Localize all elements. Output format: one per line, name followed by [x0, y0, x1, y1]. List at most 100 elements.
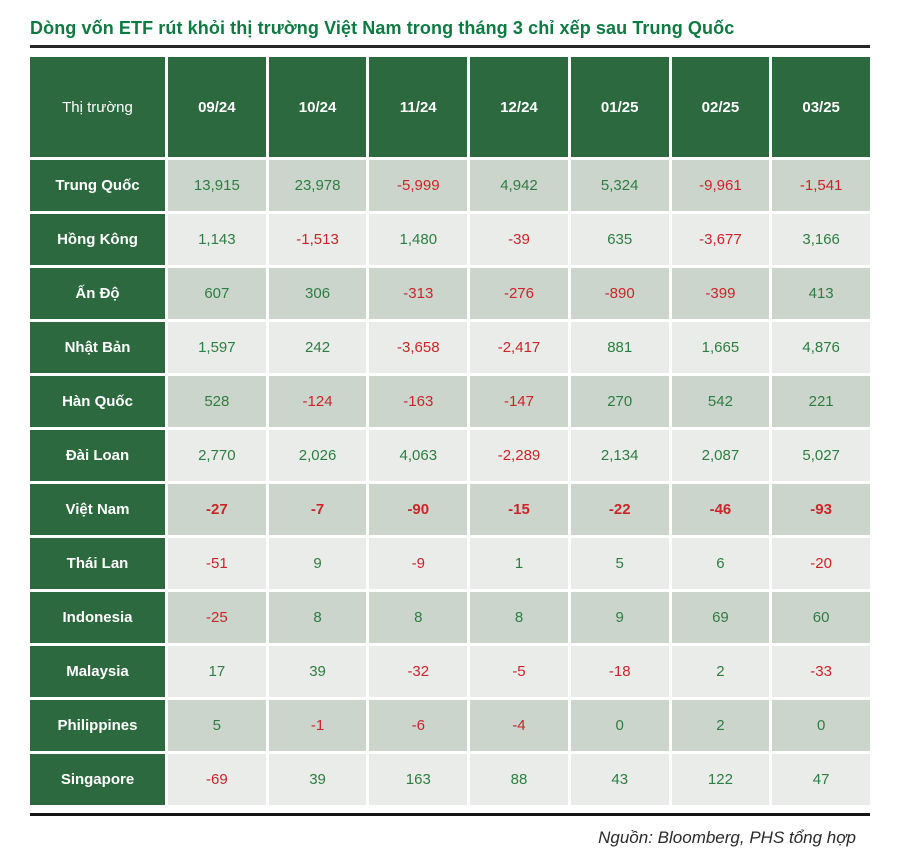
- row-label: Nhật Bản: [30, 322, 165, 373]
- flow-value-cell: 528: [168, 376, 266, 427]
- flow-value-cell: -32: [369, 646, 468, 697]
- flow-value-cell: -25: [168, 592, 266, 643]
- flow-value-cell: -18: [570, 646, 669, 697]
- title-divider: [30, 45, 870, 48]
- flow-value-cell: 0: [570, 700, 669, 751]
- row-label: Trung Quốc: [30, 160, 165, 211]
- flow-value-cell: -27: [168, 484, 266, 535]
- flow-value-cell: -3,658: [369, 322, 468, 373]
- flow-value-cell: 607: [168, 268, 266, 319]
- flow-value-cell: 9: [268, 538, 367, 589]
- row-label: Ấn Độ: [30, 268, 165, 319]
- flow-value-cell: -3,677: [671, 214, 770, 265]
- flow-value-cell: -163: [369, 376, 468, 427]
- flow-value-cell: 1,665: [671, 322, 770, 373]
- flow-value-cell: 122: [671, 754, 770, 805]
- flow-value-cell: -20: [772, 538, 870, 589]
- flow-value-cell: 39: [268, 754, 367, 805]
- flow-value-cell: -313: [369, 268, 468, 319]
- col-header-month: 01/25: [570, 57, 669, 157]
- col-header-market: Thị trường: [30, 57, 165, 157]
- row-label: Đài Loan: [30, 430, 165, 481]
- flow-value-cell: -890: [570, 268, 669, 319]
- flow-value-cell: 413: [772, 268, 870, 319]
- flow-value-cell: 0: [772, 700, 870, 751]
- flow-value-cell: -9,961: [671, 160, 770, 211]
- flow-value-cell: -5: [470, 646, 568, 697]
- source-note: Nguồn: Bloomberg, PHS tổng hợp: [598, 828, 856, 847]
- flow-value-cell: 1,143: [168, 214, 266, 265]
- etf-flows-table: Thị trường 09/24 10/24 11/24 12/24 01/25 02/25…: [30, 57, 870, 805]
- flow-value-cell: 69: [671, 592, 770, 643]
- row-label: Việt Nam: [30, 484, 165, 535]
- flow-value-cell: 60: [772, 592, 870, 643]
- flow-value-cell: -2,417: [470, 322, 568, 373]
- flow-value-cell: 39: [268, 646, 367, 697]
- flow-value-cell: 8: [470, 592, 568, 643]
- flow-value-cell: -39: [470, 214, 568, 265]
- flow-value-cell: -124: [268, 376, 367, 427]
- flow-value-cell: 88: [470, 754, 568, 805]
- flow-value-cell: 4,876: [772, 322, 870, 373]
- flow-value-cell: 2,026: [268, 430, 367, 481]
- flow-value-cell: 5: [168, 700, 266, 751]
- flow-value-cell: 306: [268, 268, 367, 319]
- flow-value-cell: 163: [369, 754, 468, 805]
- flow-value-cell: -6: [369, 700, 468, 751]
- flow-value-cell: 5: [570, 538, 669, 589]
- flow-value-cell: 8: [268, 592, 367, 643]
- col-header-month: 09/24: [168, 57, 266, 157]
- flow-value-cell: 2,770: [168, 430, 266, 481]
- col-header-month: 03/25: [772, 57, 870, 157]
- flow-value-cell: 47: [772, 754, 870, 805]
- row-label: Hồng Kông: [30, 214, 165, 265]
- flow-value-cell: -276: [470, 268, 568, 319]
- flow-value-cell: 270: [570, 376, 669, 427]
- flow-value-cell: 242: [268, 322, 367, 373]
- flow-value-cell: 43: [570, 754, 669, 805]
- flow-value-cell: -399: [671, 268, 770, 319]
- flow-value-cell: -93: [772, 484, 870, 535]
- flow-value-cell: -1,541: [772, 160, 870, 211]
- flow-value-cell: 17: [168, 646, 266, 697]
- col-header-month: 10/24: [268, 57, 367, 157]
- row-label: Malaysia: [30, 646, 165, 697]
- flow-value-cell: 2: [671, 700, 770, 751]
- footer-divider: [30, 813, 870, 816]
- row-label: Thái Lan: [30, 538, 165, 589]
- col-header-month: 02/25: [671, 57, 770, 157]
- flow-value-cell: 2: [671, 646, 770, 697]
- row-label: Indonesia: [30, 592, 165, 643]
- flow-value-cell: -1: [268, 700, 367, 751]
- flow-value-cell: -15: [470, 484, 568, 535]
- flow-value-cell: -90: [369, 484, 468, 535]
- row-label: Singapore: [30, 754, 165, 805]
- flow-value-cell: -33: [772, 646, 870, 697]
- flow-value-cell: 1,597: [168, 322, 266, 373]
- flow-value-cell: 635: [570, 214, 669, 265]
- flow-value-cell: -7: [268, 484, 367, 535]
- flow-value-cell: 4,063: [369, 430, 468, 481]
- flow-value-cell: 6: [671, 538, 770, 589]
- flow-value-cell: 1: [470, 538, 568, 589]
- flow-value-cell: 221: [772, 376, 870, 427]
- flow-value-cell: -5,999: [369, 160, 468, 211]
- flow-value-cell: 881: [570, 322, 669, 373]
- flow-value-cell: -51: [168, 538, 266, 589]
- col-header-month: 11/24: [369, 57, 468, 157]
- flow-value-cell: 4,942: [470, 160, 568, 211]
- flow-value-cell: -4: [470, 700, 568, 751]
- flow-value-cell: 23,978: [268, 160, 367, 211]
- flow-value-cell: 2,134: [570, 430, 669, 481]
- col-header-month: 12/24: [470, 57, 568, 157]
- flow-value-cell: 542: [671, 376, 770, 427]
- flow-value-cell: 13,915: [168, 160, 266, 211]
- figure-title: Dòng vốn ETF rút khỏi thị trường Việt Na…: [30, 18, 735, 38]
- row-label: Philippines: [30, 700, 165, 751]
- flow-value-cell: 2,087: [671, 430, 770, 481]
- flow-value-cell: -46: [671, 484, 770, 535]
- flow-value-cell: 8: [369, 592, 468, 643]
- flow-value-cell: -1,513: [268, 214, 367, 265]
- flow-value-cell: 1,480: [369, 214, 468, 265]
